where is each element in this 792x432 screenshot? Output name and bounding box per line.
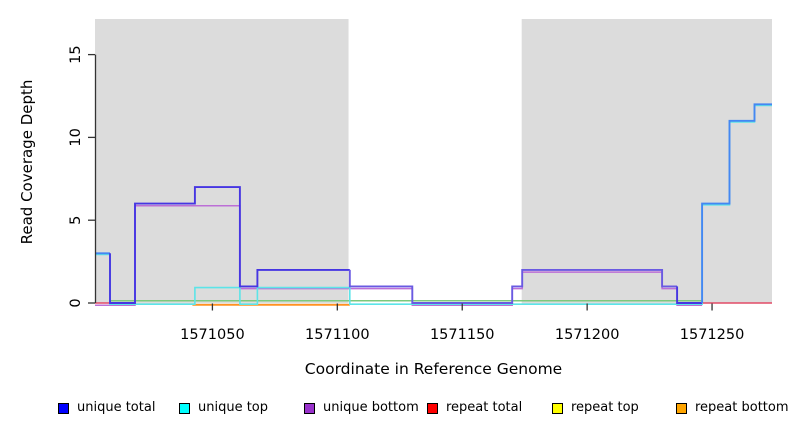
legend-item-unique-bottom: unique bottom	[304, 399, 419, 417]
x-axis-title: Coordinate in Reference Genome	[304, 360, 563, 378]
x-tick-label: 1571150	[430, 327, 495, 343]
repeat-bottom-swatch-icon	[676, 402, 687, 414]
x-tick-label: 1571250	[680, 327, 745, 343]
legend-label: unique total	[77, 400, 156, 415]
y-axis-title: Read Coverage Depth	[18, 79, 36, 245]
series-line-unique-total	[109, 186, 350, 304]
y-tick-label: 15	[68, 45, 84, 63]
repeat-top-swatch-icon	[552, 402, 563, 414]
unique-top-swatch-icon	[179, 402, 190, 414]
legend-label: repeat total	[446, 400, 523, 415]
legend-item-unique-total: unique total	[58, 399, 155, 417]
x-tick-label: 1571200	[555, 327, 620, 343]
series-line-unique-bottom	[95, 205, 703, 306]
series-line-unique-total	[676, 286, 703, 304]
shaded-regions	[95, 19, 772, 304]
repeat-total-swatch-icon	[427, 402, 438, 414]
legend-item-repeat-total: repeat total	[427, 399, 522, 417]
legend: unique total unique top unique bottom re…	[0, 399, 792, 419]
legend-item-repeat-bottom: repeat bottom	[676, 399, 789, 417]
y-tick-label: 5	[68, 216, 84, 225]
series-line-unique-total	[701, 103, 772, 303]
shaded-region	[521, 19, 772, 304]
x-tick-label: 1571050	[180, 327, 245, 343]
legend-item-unique-top: unique top	[179, 399, 268, 417]
y-tick-label: 10	[68, 128, 84, 146]
series-line-unique-total	[348, 268, 678, 304]
x-tick-label: 1571100	[305, 327, 370, 343]
legend-label: repeat top	[571, 400, 639, 415]
y-tick-label: 0	[68, 298, 84, 307]
legend-item-repeat-top: repeat top	[552, 399, 639, 417]
unique-bottom-swatch-icon	[304, 402, 315, 414]
shaded-region	[95, 19, 349, 304]
series-lines	[95, 103, 772, 306]
legend-label: unique bottom	[323, 400, 419, 415]
legend-label: repeat bottom	[695, 400, 789, 415]
legend-label: unique top	[198, 400, 269, 415]
axes: 0 5 10 15 1571050 1571100 1571150 1571200 157125…	[68, 45, 744, 343]
unique-total-swatch-icon	[58, 402, 69, 414]
series-line-unique-top	[95, 104, 772, 305]
